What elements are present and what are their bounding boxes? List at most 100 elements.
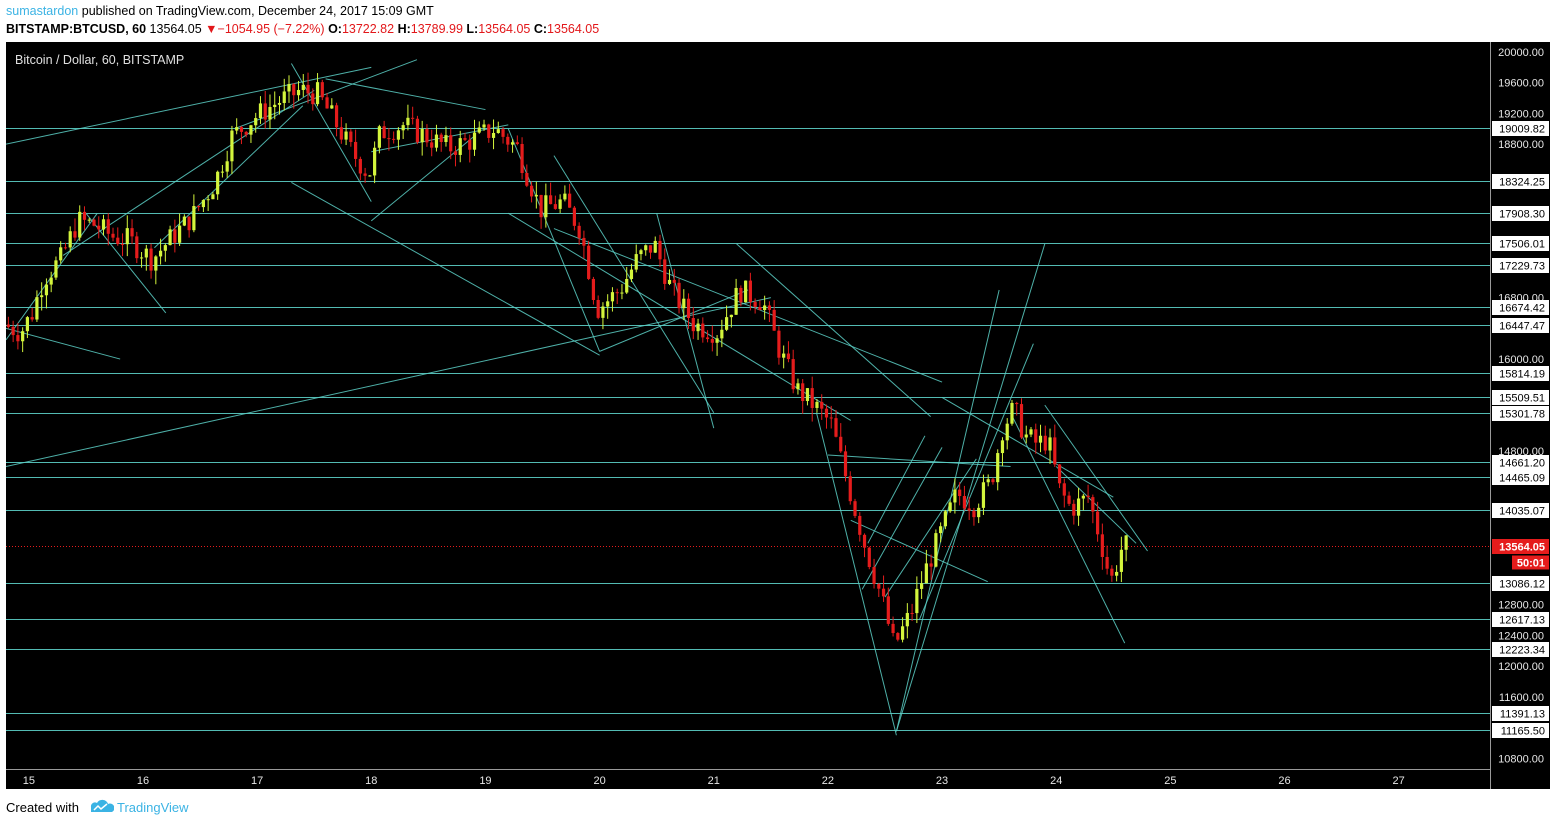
- candle-body: [1062, 483, 1066, 496]
- level-label: 15301.78: [1499, 409, 1545, 421]
- level-label: 14035.07: [1499, 506, 1545, 518]
- trend-line[interactable]: [1055, 466, 1137, 544]
- quote-line: BITSTAMP:BTCUSD, 60 13564.05 ▼−1054.95 (…: [6, 22, 599, 36]
- candle-body: [777, 330, 781, 358]
- candle-body: [663, 259, 667, 284]
- candle-body: [553, 204, 557, 209]
- trend-line[interactable]: [816, 412, 897, 736]
- candle-body: [1015, 402, 1019, 405]
- candles: [6, 72, 1128, 643]
- candle-body: [320, 82, 324, 98]
- candle-body: [615, 292, 619, 294]
- candle-body: [97, 225, 101, 230]
- level-label-box: [1492, 612, 1549, 627]
- candle-body: [472, 132, 477, 150]
- candle-body: [943, 511, 947, 527]
- countdown-box: [1512, 555, 1549, 570]
- level-label-box: [1492, 706, 1549, 721]
- x-tick-label: 26: [1278, 775, 1290, 787]
- trend-line[interactable]: [1010, 412, 1126, 644]
- candle-body: [501, 129, 505, 137]
- candle-body: [905, 612, 909, 627]
- author-link[interactable]: sumastardon: [6, 4, 79, 18]
- candle-body: [991, 479, 995, 483]
- candle-body: [1010, 402, 1014, 424]
- chart-canvas[interactable]: 20000.0019600.0019200.0018800.0016800.00…: [5, 42, 1550, 789]
- trend-line[interactable]: [918, 343, 1034, 621]
- trend-line[interactable]: [5, 327, 121, 360]
- last-price: 13564.05: [149, 22, 202, 36]
- candle-body: [220, 171, 225, 173]
- x-tick-label: 15: [23, 775, 35, 787]
- candle-body: [449, 135, 453, 152]
- trend-line[interactable]: [599, 289, 749, 352]
- price-chart[interactable]: 20000.00 19600.00 19200.00 18800.00 16800.00…: [5, 42, 1550, 789]
- candle-body: [767, 305, 772, 310]
- trend-line[interactable]: [5, 66, 372, 145]
- candle-body: [73, 231, 77, 238]
- candle-body: [268, 107, 272, 120]
- created-with-text: Created with: [6, 800, 79, 815]
- trend-line[interactable]: [827, 454, 1011, 468]
- candle-body: [653, 240, 657, 253]
- trend-line[interactable]: [861, 447, 943, 590]
- candle-body: [582, 237, 586, 246]
- down-arrow-icon: ▼: [205, 22, 218, 36]
- candle-body: [843, 451, 848, 477]
- trend-line[interactable]: [850, 519, 988, 583]
- candle-body: [896, 633, 900, 640]
- level-label: 12223.34: [1499, 645, 1545, 657]
- tradingview-link[interactable]: TradingView: [117, 800, 189, 815]
- candle-body: [920, 583, 924, 589]
- y-tick-label: 18800.00: [1498, 139, 1544, 151]
- trend-line[interactable]: [553, 228, 943, 383]
- trend-line[interactable]: [291, 182, 600, 356]
- y-tick-label: 19200.00: [1498, 108, 1544, 120]
- level-label: 17506.01: [1499, 239, 1545, 251]
- candle-body: [16, 335, 20, 342]
- level-label-box: [1492, 470, 1549, 485]
- candle-body: [977, 507, 981, 518]
- candle-body: [430, 142, 434, 148]
- candle-body: [178, 225, 182, 243]
- trend-line[interactable]: [553, 155, 715, 414]
- candle-body: [596, 299, 600, 318]
- level-label: 11391.13: [1500, 709, 1545, 721]
- candle-body: [986, 479, 990, 483]
- candle-body: [192, 206, 196, 231]
- level-label-box: [1492, 258, 1549, 273]
- symbol-label: BITSTAMP:BTCUSD, 60: [6, 22, 147, 36]
- open-label: O:: [328, 22, 342, 36]
- candle-body: [439, 134, 443, 143]
- x-tick-label: 18: [365, 775, 377, 787]
- candle-body: [173, 229, 177, 243]
- candle-body: [715, 338, 719, 343]
- candle-body: [420, 129, 424, 143]
- trend-line[interactable]: [895, 289, 1000, 732]
- close-label: C:: [533, 22, 548, 36]
- candle-body: [349, 131, 353, 142]
- trend-line[interactable]: [736, 243, 931, 418]
- trend-line[interactable]: [895, 243, 1046, 732]
- candle-body: [958, 489, 962, 497]
- candle-body: [334, 105, 339, 128]
- candle-body: [772, 309, 776, 331]
- countdown-label: 50:01: [1517, 558, 1545, 570]
- footer: Created with TradingView: [0, 790, 1556, 825]
- trend-line[interactable]: [867, 435, 926, 544]
- publish-line: sumastardon published on TradingView.com…: [6, 4, 434, 18]
- level-label-box: [1492, 318, 1549, 333]
- candle-body: [216, 171, 220, 195]
- trend-line[interactable]: [884, 458, 977, 598]
- trend-line[interactable]: [370, 136, 475, 222]
- candle-body: [786, 353, 791, 360]
- trend-line[interactable]: [1044, 404, 1148, 552]
- candle-body: [587, 245, 591, 279]
- candle-body: [249, 125, 253, 135]
- candle-body: [744, 280, 748, 303]
- x-tick-label: 22: [822, 775, 834, 787]
- tradingview-logo-icon[interactable]: [88, 798, 114, 814]
- trend-line[interactable]: [5, 297, 771, 468]
- candle-body: [577, 225, 581, 238]
- candle-body: [1091, 497, 1095, 512]
